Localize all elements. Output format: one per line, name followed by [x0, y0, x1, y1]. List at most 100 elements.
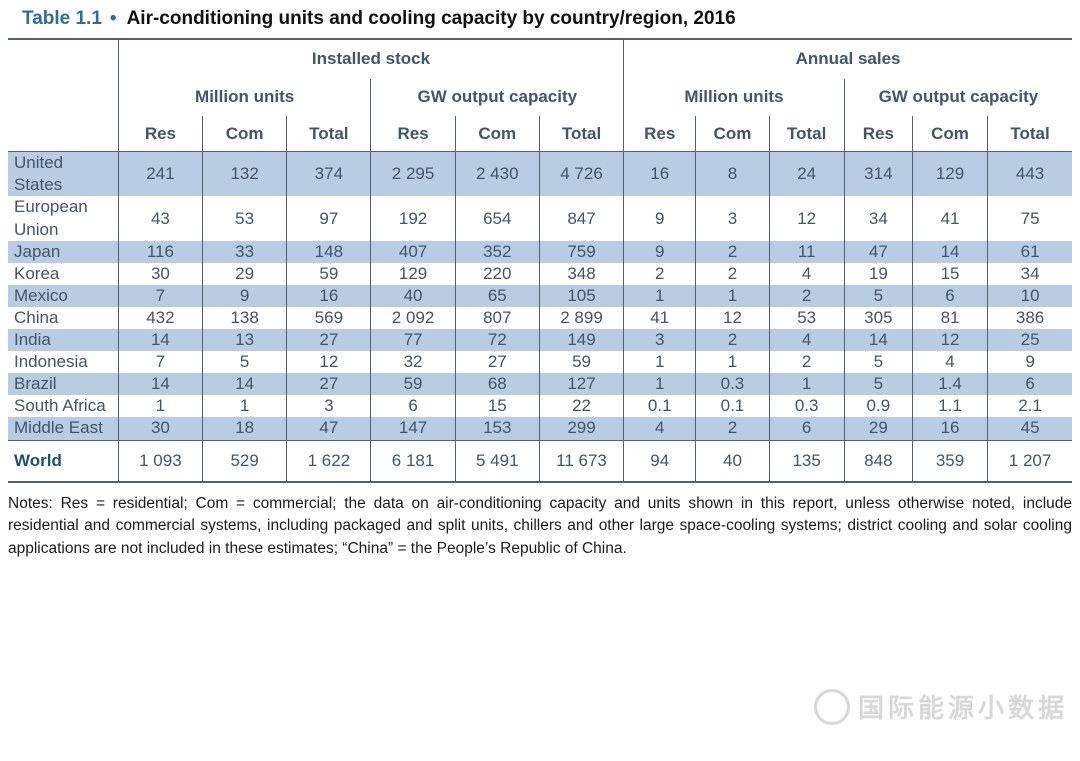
table-cell: 0.1	[623, 395, 696, 418]
table-cell: 0.9	[843, 395, 913, 418]
subgroup-annual-million-units: Million units	[623, 78, 845, 116]
table-cell: 40	[695, 439, 770, 482]
table-cell: 2 295	[370, 151, 456, 197]
table-cell: 105	[538, 284, 624, 307]
row-label: Brazil	[8, 373, 119, 396]
table-cell: 16	[623, 151, 696, 197]
table-row: Indonesia 7 5 12 32 27 59 1 1 2 5 4 9	[8, 351, 1072, 374]
table-cell: 1	[623, 351, 696, 374]
table-cell: 1 207	[987, 439, 1072, 482]
col-header-total: Total	[286, 115, 371, 153]
table-cell: 53	[202, 196, 287, 241]
table-cell: 348	[538, 262, 624, 285]
table-cell: 11 673	[538, 439, 624, 482]
table-row: Korea 30 29 59 129 220 348 2 2 4 19 15 34	[8, 262, 1072, 285]
row-label: South Africa	[14, 396, 106, 416]
row-label: India	[8, 329, 119, 352]
table-cell: 1.1	[911, 395, 988, 418]
table-cell: 299	[538, 417, 624, 441]
col-header-total: Total	[768, 115, 845, 153]
table-cell: 24	[768, 151, 845, 197]
table-cell: 2.1	[987, 395, 1072, 418]
table-cell: 4 726	[538, 151, 624, 197]
table-cell: 132	[202, 151, 287, 197]
table-cell: 14	[202, 373, 287, 396]
table-cell: 94	[623, 439, 696, 482]
table-cell: 7	[117, 284, 203, 307]
col-header-total: Total	[538, 115, 624, 153]
table-cell: 10	[987, 284, 1072, 307]
table-cell: 29	[843, 417, 913, 441]
table-cell: 374	[286, 151, 371, 197]
table-row: Middle East 30 18 47 147 153 299 4 2 6 29 16 45	[8, 417, 1072, 441]
table-cell: 138	[202, 306, 287, 330]
table-cell: 529	[202, 439, 287, 482]
subgroup-annual-gw-capacity: GW output capacity	[843, 78, 1072, 116]
table-cell: 1	[202, 395, 287, 418]
group-header-installed-stock: Installed stock	[117, 38, 624, 79]
table-cell: 32	[370, 351, 456, 374]
table-row: South Africa 1 1 3 6 15 22 0.1 0.1 0.3 0.9 1.1 2.1	[8, 395, 1072, 418]
table-cell: 241	[117, 151, 203, 197]
subgroup-installed-gw-capacity: GW output capacity	[370, 78, 624, 116]
table-cell: 68	[454, 373, 540, 396]
table-cell: 33	[202, 240, 287, 263]
group-header-annual-sales: Annual sales	[623, 38, 1072, 79]
table-cell: 15	[454, 395, 540, 418]
table-cell: 6	[911, 284, 988, 307]
row-label: Mexico	[8, 284, 119, 307]
table-cell: 27	[286, 373, 371, 396]
header-row-groups: Installed stock Annual sales	[8, 38, 1072, 153]
table-cell: 5 491	[454, 439, 540, 482]
table-cell: 1	[695, 284, 770, 307]
table-cell: 75	[987, 196, 1072, 241]
table-cell: 127	[538, 373, 624, 396]
table-cell: 5	[843, 351, 913, 374]
table-cell: 1	[623, 284, 696, 307]
table-cell: 18	[202, 417, 287, 441]
table-cell: 11	[768, 240, 845, 263]
col-header-com: Com	[454, 115, 540, 153]
table-cell: 1	[117, 395, 203, 418]
table-cell: 45	[987, 417, 1072, 441]
table-cell: 81	[911, 306, 988, 330]
table-cell: 6	[768, 417, 845, 441]
table-row: United States 241 132 374 2 295 2 430 4 726 16 8…	[8, 151, 1072, 197]
row-label: European Union	[14, 197, 88, 239]
table-cell: 47	[286, 417, 371, 441]
table-cell: 3	[286, 395, 371, 418]
table-row-total: World 1 093 529 1 622 6 181 5 491 11 673 94 40 13…	[8, 439, 1072, 482]
table-cell: 59	[538, 351, 624, 374]
table-cell: 1	[623, 373, 696, 396]
table-cell: 1 622	[286, 439, 371, 482]
table-cell: 1	[695, 351, 770, 374]
table-cell: 5	[843, 284, 913, 307]
table-cell: 9	[623, 240, 696, 263]
table-cell: 16	[286, 284, 371, 307]
table-cell: 654	[454, 196, 540, 241]
table-cell: 2	[695, 329, 770, 352]
table-cell: 9	[623, 196, 696, 241]
table-cell: 22	[538, 395, 624, 418]
title-bullet-icon: •	[109, 8, 117, 29]
table-cell: 386	[987, 306, 1072, 330]
table-cell: 3	[695, 196, 770, 241]
table-cell: 41	[623, 306, 696, 330]
table-cell: 12	[286, 351, 371, 374]
table-cell: 2	[623, 262, 696, 285]
table-cell: 148	[286, 240, 371, 263]
table-cell: 1 093	[117, 439, 203, 482]
table-cell: 569	[286, 306, 371, 330]
table-cell: 12	[695, 306, 770, 330]
table-cell: 59	[286, 262, 371, 285]
row-label: Indonesia	[14, 352, 88, 372]
table-cell: 135	[768, 439, 845, 482]
title-text: Air-conditioning units and cooling capac…	[126, 8, 736, 29]
table-cell: 314	[843, 151, 913, 197]
header-row-subgroups: Million units GW output capacity Million…	[8, 78, 1072, 116]
table-cell: 47	[843, 240, 913, 263]
table-row: Japan 116 33 148 407 352 759 9 2 11 47 14 61	[8, 240, 1072, 263]
table-cell: 153	[454, 417, 540, 441]
col-header-com: Com	[202, 115, 287, 153]
table-cell: 14	[117, 329, 203, 352]
